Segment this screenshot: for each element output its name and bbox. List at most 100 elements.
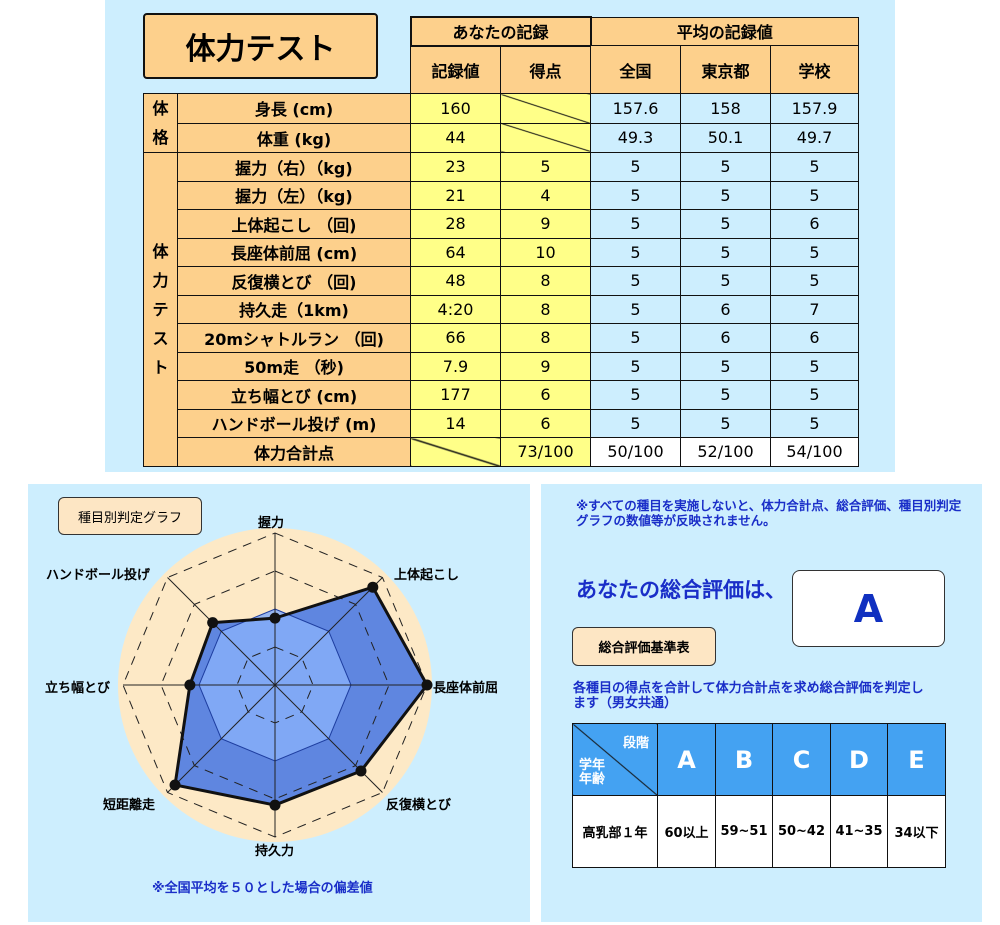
school-avg: 5 [770,380,859,410]
row-label: 高乳部１年 [572,795,658,868]
tokyo-avg: 5 [680,209,771,239]
header-average: 平均の記録値 [590,16,859,46]
item-name: 握力（左）（kg) [177,180,411,210]
score-empty [500,93,591,124]
grade-header: A [657,723,716,796]
tokyo-avg: 5 [680,351,771,381]
data-point [421,679,433,691]
group-char: ト [152,357,169,377]
item-name: 上体起こし （回) [177,209,411,239]
data-point [207,617,219,629]
table-row: 立ち幅とび (cm) 177 6 5 5 5 [144,380,859,410]
score: 8 [500,294,591,324]
axis-label: 上体起こし [394,568,460,583]
school-avg: 6 [770,323,859,353]
axis-label: 短距離走 [103,798,156,813]
record-value: 44 [410,122,501,153]
group-char: 格 [152,128,169,147]
axis-label: 反復横とび [386,798,452,813]
score: 10 [500,237,591,267]
table-row: 体格身長 (cm) 160 157.6 158 157.9 [143,93,859,153]
group-char: 体 [152,241,169,261]
record-value: 48 [410,266,501,296]
note-text: ※すべての種目を実施しないと、体力合計点、総合評価、種目別判定グラフの数値等が反… [576,498,962,528]
national-avg: 49.3 [590,122,681,153]
table-row: ハンドボール投げ (m) 14 6 5 5 5 [144,408,859,438]
tokyo-avg: 5 [680,152,771,182]
corner-cell: 段階 学年 年齢 [572,723,658,796]
corner-top-label: 段階 [622,736,649,751]
national-avg: 5 [590,152,681,182]
range-cell: 41~35 [830,795,888,868]
item-name: 握力（右）（kg) [177,152,411,182]
table-row: 長座体前屈 (cm) 64 10 5 5 5 [144,237,859,267]
score-empty [500,122,591,153]
ring-3 [160,570,390,800]
tokyo-avg: 5 [680,408,771,438]
radar-footnote: ※全国平均を５０とした場合の偏差値 [152,881,373,896]
tokyo-avg: 5 [680,380,771,410]
axis-line [274,577,383,686]
school-avg: 7 [770,294,859,324]
tokyo-avg: 5 [680,180,771,210]
item-name: 長座体前屈 (cm) [177,237,411,267]
tokyo-avg: 6 [680,294,771,324]
overall-grade: A [792,570,945,647]
school-avg: 5 [770,351,859,381]
table-row: 反復横とび （回) 48 8 5 5 5 [144,266,859,296]
item-name: ハンドボール投げ (m) [177,408,411,438]
grade-header: C [772,723,831,796]
score: 9 [500,209,591,239]
school-avg: 5 [770,237,859,267]
group-char: 体 [152,99,169,118]
group-fitness-label: 体力テスト [143,152,178,467]
axis-label: 握力 [258,516,285,531]
col-national: 全国 [590,45,681,94]
data-point [184,679,196,691]
col-value: 記録値 [410,45,501,94]
grade-header: B [715,723,773,796]
score: 6 [500,408,591,438]
school-avg: 5 [770,152,859,182]
item-name: 身長 (cm) [177,93,411,124]
national-avg: 5 [590,380,681,410]
item-name: 持久走（1km) [177,294,411,324]
school-avg: 5 [770,180,859,210]
data-point [169,779,181,791]
fitness-record-table: あなたの記録 平均の記録値 記録値 得点 全国 東京都 学校 体格身長 (cm)… [143,16,859,467]
data-point [269,799,281,811]
criteria-table-button[interactable]: 総合評価基準表 [572,627,716,666]
record-value: 160 [410,93,501,124]
item-name: 体重 (kg) [177,122,411,153]
table-row: 50m走 （秒) 7.9 9 5 5 5 [144,351,859,381]
table-row: 体重 (kg) 44 49.3 50.1 49.7 [144,122,859,153]
grade-header: E [887,723,946,796]
axis-label: 長座体前屈 [433,681,499,696]
national-avg: 5 [590,180,681,210]
total-school: 54/100 [770,437,859,467]
table-row: 握力（左）（kg) 21 4 5 5 5 [144,180,859,210]
national-avg: 5 [590,323,681,353]
national-avg: 157.6 [590,93,681,124]
score: 9 [500,351,591,381]
score: 4 [500,180,591,210]
table-row: 持久走（1km) 4:20 8 5 6 7 [144,294,859,324]
record-value: 14 [410,408,501,438]
col-school: 学校 [770,45,859,94]
radar-panel: 種目別判定グラフ 握力 上体起こし 長座体前屈 反復横とび 持久力 短距離走 立… [28,484,530,922]
data-point [355,765,367,777]
total-tokyo: 52/100 [680,437,771,467]
col-tokyo: 東京都 [680,45,771,94]
tokyo-avg: 158 [680,93,771,124]
data-point [269,612,281,624]
record-value: 66 [410,323,501,353]
item-name: 反復横とび （回) [177,266,411,296]
group-char: 力 [152,270,169,290]
national-avg: 5 [590,209,681,239]
total-label: 体力合計点 [177,437,411,467]
national-avg: 5 [590,294,681,324]
page-title: 体力テスト [143,13,378,79]
item-name: 50m走 （秒) [177,351,411,381]
axis-line [167,684,276,793]
data-point [367,581,379,593]
